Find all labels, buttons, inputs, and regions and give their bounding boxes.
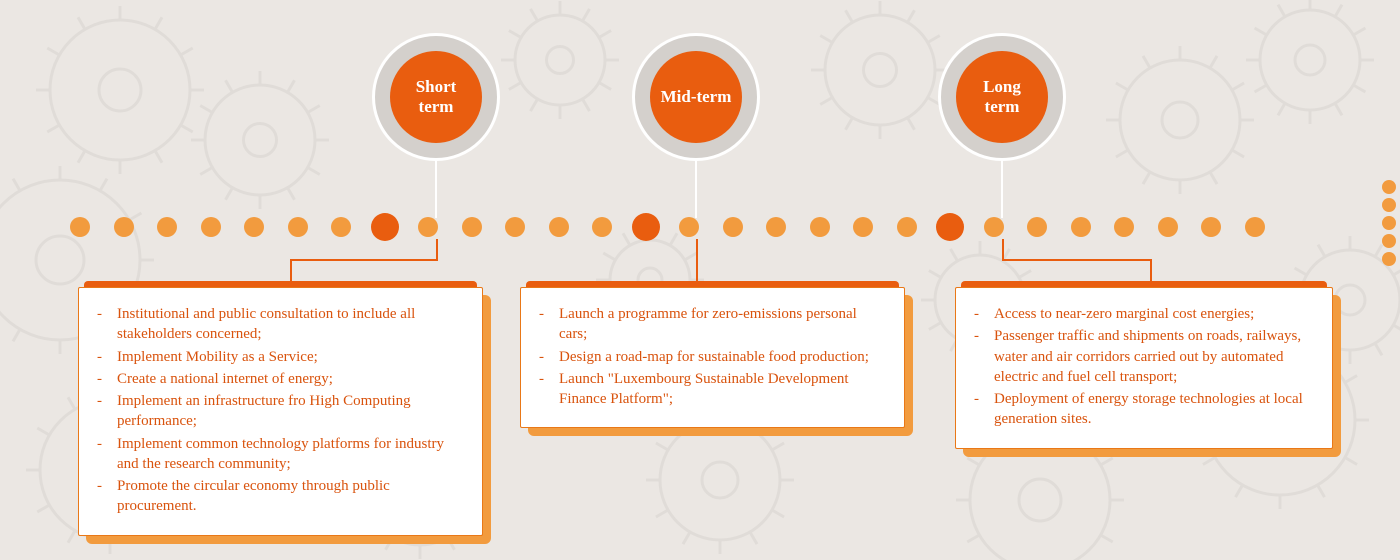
timeline-diagram: Shortterm Mid-term Longterm Institutional … [0,0,1400,560]
node-stem [435,158,437,218]
card-body: Launch a programme for zero-emissions pe… [520,287,905,428]
node-long-label: Longterm [956,51,1048,143]
timeline-dot [201,217,221,237]
node-stem [1001,158,1003,218]
connector [290,259,438,261]
timeline-dot [679,217,699,237]
card-item: Implement an infrastructure fro High Com… [93,391,460,432]
arrow-dot [1382,216,1396,230]
card-list: Institutional and public consultation to… [93,304,460,517]
arrow-dot [1382,234,1396,248]
arrow-dot [1382,252,1396,266]
node-short-label: Shortterm [390,51,482,143]
timeline-dot [244,217,264,237]
card-body: Institutional and public consultation to… [78,287,483,536]
arrow-dot [1382,198,1396,212]
card-list: Launch a programme for zero-emissions pe… [535,304,882,409]
card-long: Access to near-zero marginal cost energi… [955,287,1333,449]
card-item: Launch "Luxembourg Sustainable Developme… [535,369,882,410]
card-item: Institutional and public consultation to… [93,304,460,345]
timeline-dot [505,217,525,237]
node-mid: Mid-term [632,33,760,161]
card-mid: Launch a programme for zero-emissions pe… [520,287,905,428]
timeline-dot [549,217,569,237]
arrow-dot [1382,180,1396,194]
timeline-dot-major [936,213,964,241]
card-body: Access to near-zero marginal cost energi… [955,287,1333,449]
timeline-dot [462,217,482,237]
timeline-dot [331,217,351,237]
card-item: Launch a programme for zero-emissions pe… [535,304,882,345]
timeline-dot-major [371,213,399,241]
timeline-dot [1071,217,1091,237]
timeline-dot-major [632,213,660,241]
timeline-dot [1201,217,1221,237]
card-item: Deployment of energy storage technologie… [970,389,1310,430]
card-item: Access to near-zero marginal cost energi… [970,304,1310,324]
card-item: Promote the circular economy through pub… [93,476,460,517]
timeline-dot [810,217,830,237]
timeline-dot [592,217,612,237]
node-mid-label: Mid-term [650,51,742,143]
connector [436,239,438,259]
timeline-dot [766,217,786,237]
timeline-dot [70,217,90,237]
node-long: Longterm [938,33,1066,161]
connector [1002,259,1152,261]
timeline-dot [1245,217,1265,237]
card-item: Create a national internet of energy; [93,369,460,389]
card-item: Implement Mobility as a Service; [93,347,460,367]
node-stem [695,158,697,218]
timeline-dot [1027,217,1047,237]
card-short: Institutional and public consultation to… [78,287,483,536]
connector [696,239,698,259]
timeline-dot [897,217,917,237]
timeline-dot [114,217,134,237]
timeline-dot [1114,217,1134,237]
timeline-dot [418,217,438,237]
timeline-dot [157,217,177,237]
timeline-dots [70,216,1330,238]
timeline-dot [853,217,873,237]
timeline-dot [723,217,743,237]
timeline-dot [984,217,1004,237]
card-item: Design a road-map for sustainable food p… [535,347,882,367]
timeline-dot [1158,217,1178,237]
node-short: Shortterm [372,33,500,161]
card-item: Passenger traffic and shipments on roads… [970,326,1310,387]
connector [1002,239,1004,259]
timeline-dot [288,217,308,237]
card-list: Access to near-zero marginal cost energi… [970,304,1310,430]
card-item: Implement common technology platforms fo… [93,434,460,475]
